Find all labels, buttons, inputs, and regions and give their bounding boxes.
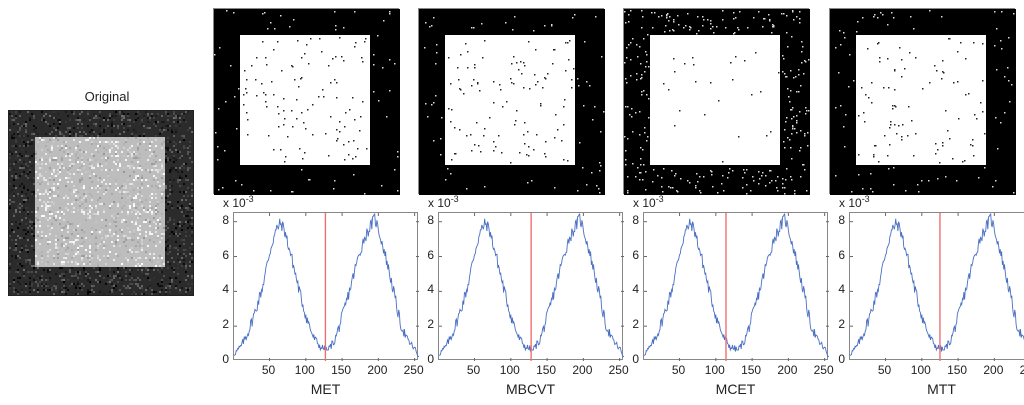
original-title: Original bbox=[84, 89, 130, 104]
segmented-image-mtt bbox=[829, 8, 1016, 195]
histogram-chart-mtt bbox=[849, 212, 1024, 361]
y-tick-label: 6 bbox=[427, 247, 434, 262]
x-axis-label-mcet: MCET bbox=[715, 381, 756, 397]
original-image bbox=[8, 110, 194, 296]
y-tick-label: 4 bbox=[838, 282, 845, 297]
y-scale-exponent-label: x 10-3 bbox=[839, 194, 870, 210]
y-scale-exponent-label: x 10-3 bbox=[428, 194, 459, 210]
y-scale-exponent-label: x 10-3 bbox=[223, 194, 254, 210]
y-tick-label: 4 bbox=[632, 282, 639, 297]
x-tick-label: 200 bbox=[777, 363, 798, 377]
y-tick-label: 0 bbox=[838, 352, 845, 366]
x-tick-label: 100 bbox=[294, 363, 315, 377]
y-tick-label: 6 bbox=[632, 247, 639, 262]
y-tick-label: 0 bbox=[632, 352, 639, 366]
x-tick-label: 250 bbox=[608, 363, 629, 377]
x-axis-label-met: MET bbox=[310, 381, 341, 397]
y-tick-label: 8 bbox=[838, 212, 845, 227]
y-tick-label: 4 bbox=[427, 282, 434, 297]
x-tick-label: 250 bbox=[1019, 363, 1024, 377]
y-tick-label: 2 bbox=[838, 317, 845, 332]
segmented-image-mcet bbox=[623, 8, 810, 195]
y-scale-exponent-label: x 10-3 bbox=[633, 194, 664, 210]
y-tick-label: 6 bbox=[838, 247, 845, 262]
x-tick-label: 100 bbox=[704, 363, 725, 377]
y-tick-label: 4 bbox=[222, 282, 229, 297]
y-tick-label: 2 bbox=[222, 317, 229, 332]
y-tick-label: 8 bbox=[427, 212, 434, 227]
x-tick-label: 100 bbox=[499, 363, 520, 377]
segmented-image-met bbox=[213, 8, 400, 195]
histogram-chart-mbcvt bbox=[438, 212, 624, 361]
x-tick-label: 200 bbox=[367, 363, 388, 377]
x-tick-label: 150 bbox=[947, 363, 968, 377]
x-tick-label: 50 bbox=[261, 363, 276, 377]
x-tick-label: 50 bbox=[466, 363, 481, 377]
x-tick-label: 50 bbox=[877, 363, 892, 377]
y-tick-label: 2 bbox=[427, 317, 434, 332]
x-tick-label: 150 bbox=[536, 363, 557, 377]
x-tick-label: 100 bbox=[910, 363, 931, 377]
y-tick-label: 8 bbox=[632, 212, 639, 227]
x-tick-label: 50 bbox=[671, 363, 686, 377]
y-tick-label: 6 bbox=[222, 247, 229, 262]
y-tick-label: 2 bbox=[632, 317, 639, 332]
y-tick-label: 0 bbox=[222, 352, 229, 366]
x-tick-label: 150 bbox=[741, 363, 762, 377]
y-tick-label: 8 bbox=[222, 212, 229, 227]
x-axis-label-mbcvt: MBCVT bbox=[506, 381, 555, 397]
histogram-chart-mcet bbox=[643, 212, 829, 361]
x-tick-label: 250 bbox=[403, 363, 424, 377]
y-tick-label: 0 bbox=[427, 352, 434, 366]
x-tick-label: 200 bbox=[983, 363, 1004, 377]
x-axis-label-mtt: MTT bbox=[927, 381, 956, 397]
histogram-chart-met bbox=[233, 212, 419, 361]
x-tick-label: 200 bbox=[572, 363, 593, 377]
x-tick-label: 150 bbox=[331, 363, 352, 377]
x-tick-label: 250 bbox=[813, 363, 834, 377]
segmented-image-mbcvt bbox=[418, 8, 605, 195]
